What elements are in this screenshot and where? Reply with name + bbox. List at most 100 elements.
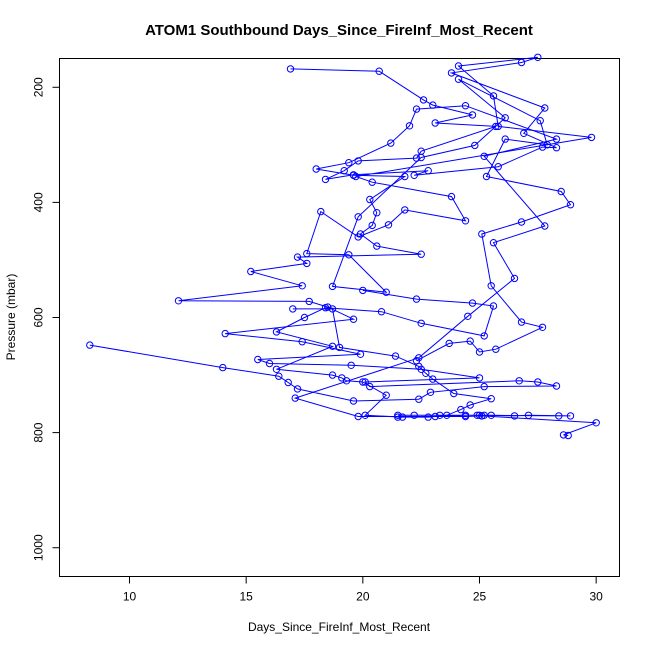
data-point [247,267,255,276]
y-tick-label: 800 [32,422,46,442]
data-point [401,206,409,214]
y-tick-label: 600 [32,307,46,327]
data-point [464,312,472,320]
data-point [394,413,402,421]
data-point [517,218,526,226]
data-point [284,378,292,387]
data-point [391,352,400,360]
data-point [368,178,376,186]
data-point [541,222,549,230]
data-point [552,135,561,143]
data-point [475,411,484,419]
data-point [361,411,369,419]
data-point [480,411,488,419]
data-point [473,411,481,419]
data-point [461,217,470,225]
data-point [412,105,421,113]
x-tick-label: 15 [239,590,253,604]
data-point [487,395,495,403]
data-point [415,362,423,371]
data-point [475,374,484,382]
data-point [471,141,479,150]
data-point [489,92,498,100]
data-point [552,144,561,152]
series-line [275,289,571,418]
x-tick-label: 30 [589,590,603,604]
x-tick-label: 10 [123,590,137,604]
data-point [417,319,425,327]
series-line [89,105,597,436]
data-point [541,104,549,112]
data-point [328,282,337,291]
plot-frame [59,58,620,577]
data-point [515,377,523,385]
data-point [450,389,458,398]
data-point [454,75,463,83]
data-point [429,101,437,109]
data-point [431,119,439,127]
data-point [510,274,519,283]
data-point [345,159,353,167]
series-line [290,56,592,362]
data-point [480,152,488,161]
data-point [410,171,418,180]
data-point [480,382,488,391]
data-point [417,153,425,162]
data-point [489,239,498,247]
series-1 [86,102,600,440]
data-point [478,230,486,238]
data-point [300,313,309,322]
data-point [555,412,563,420]
data-point [447,192,456,201]
y-tick-label: 200 [32,77,46,97]
data-point [517,318,526,326]
data-point [457,405,465,414]
data-point [328,342,337,350]
data-point [557,187,565,196]
data-point [566,201,575,209]
data-point [534,378,542,386]
data-point [219,363,227,372]
data-point [347,361,355,369]
data-point [368,221,376,230]
data-point [377,308,386,316]
data-point [424,167,432,175]
y-tick-label: 1000 [32,534,46,561]
data-point [366,195,374,204]
data-point [412,154,421,162]
data-point [349,171,358,179]
data-point [475,348,484,356]
data-point [312,165,320,173]
x-axis-label: Days_Since_FireInf_Most_Recent [248,620,431,634]
data-point [354,213,362,221]
data-point [293,253,302,261]
data-point [426,388,435,396]
data-point [349,315,358,323]
data-point [445,339,453,348]
data-point [587,133,596,142]
data-point [286,65,295,73]
data-point [559,431,568,439]
data-point [489,302,498,310]
data-point [375,67,383,75]
series-layer [86,53,600,440]
data-point [443,411,451,419]
data-point [321,175,330,184]
y-axis-label: Pressure (mbar) [4,274,18,361]
data-point [454,62,463,70]
data-point [415,395,423,403]
data-point [517,58,526,67]
data-point [398,413,407,421]
x-tick-label: 20 [356,590,370,604]
data-point [424,413,432,421]
data-point [461,411,470,419]
data-point [494,163,502,171]
data-point [492,345,500,353]
data-point [494,122,502,131]
data-point [354,412,362,421]
data-point [417,250,425,258]
data-point [422,369,430,377]
data-point [352,172,360,181]
data-point [338,374,346,382]
